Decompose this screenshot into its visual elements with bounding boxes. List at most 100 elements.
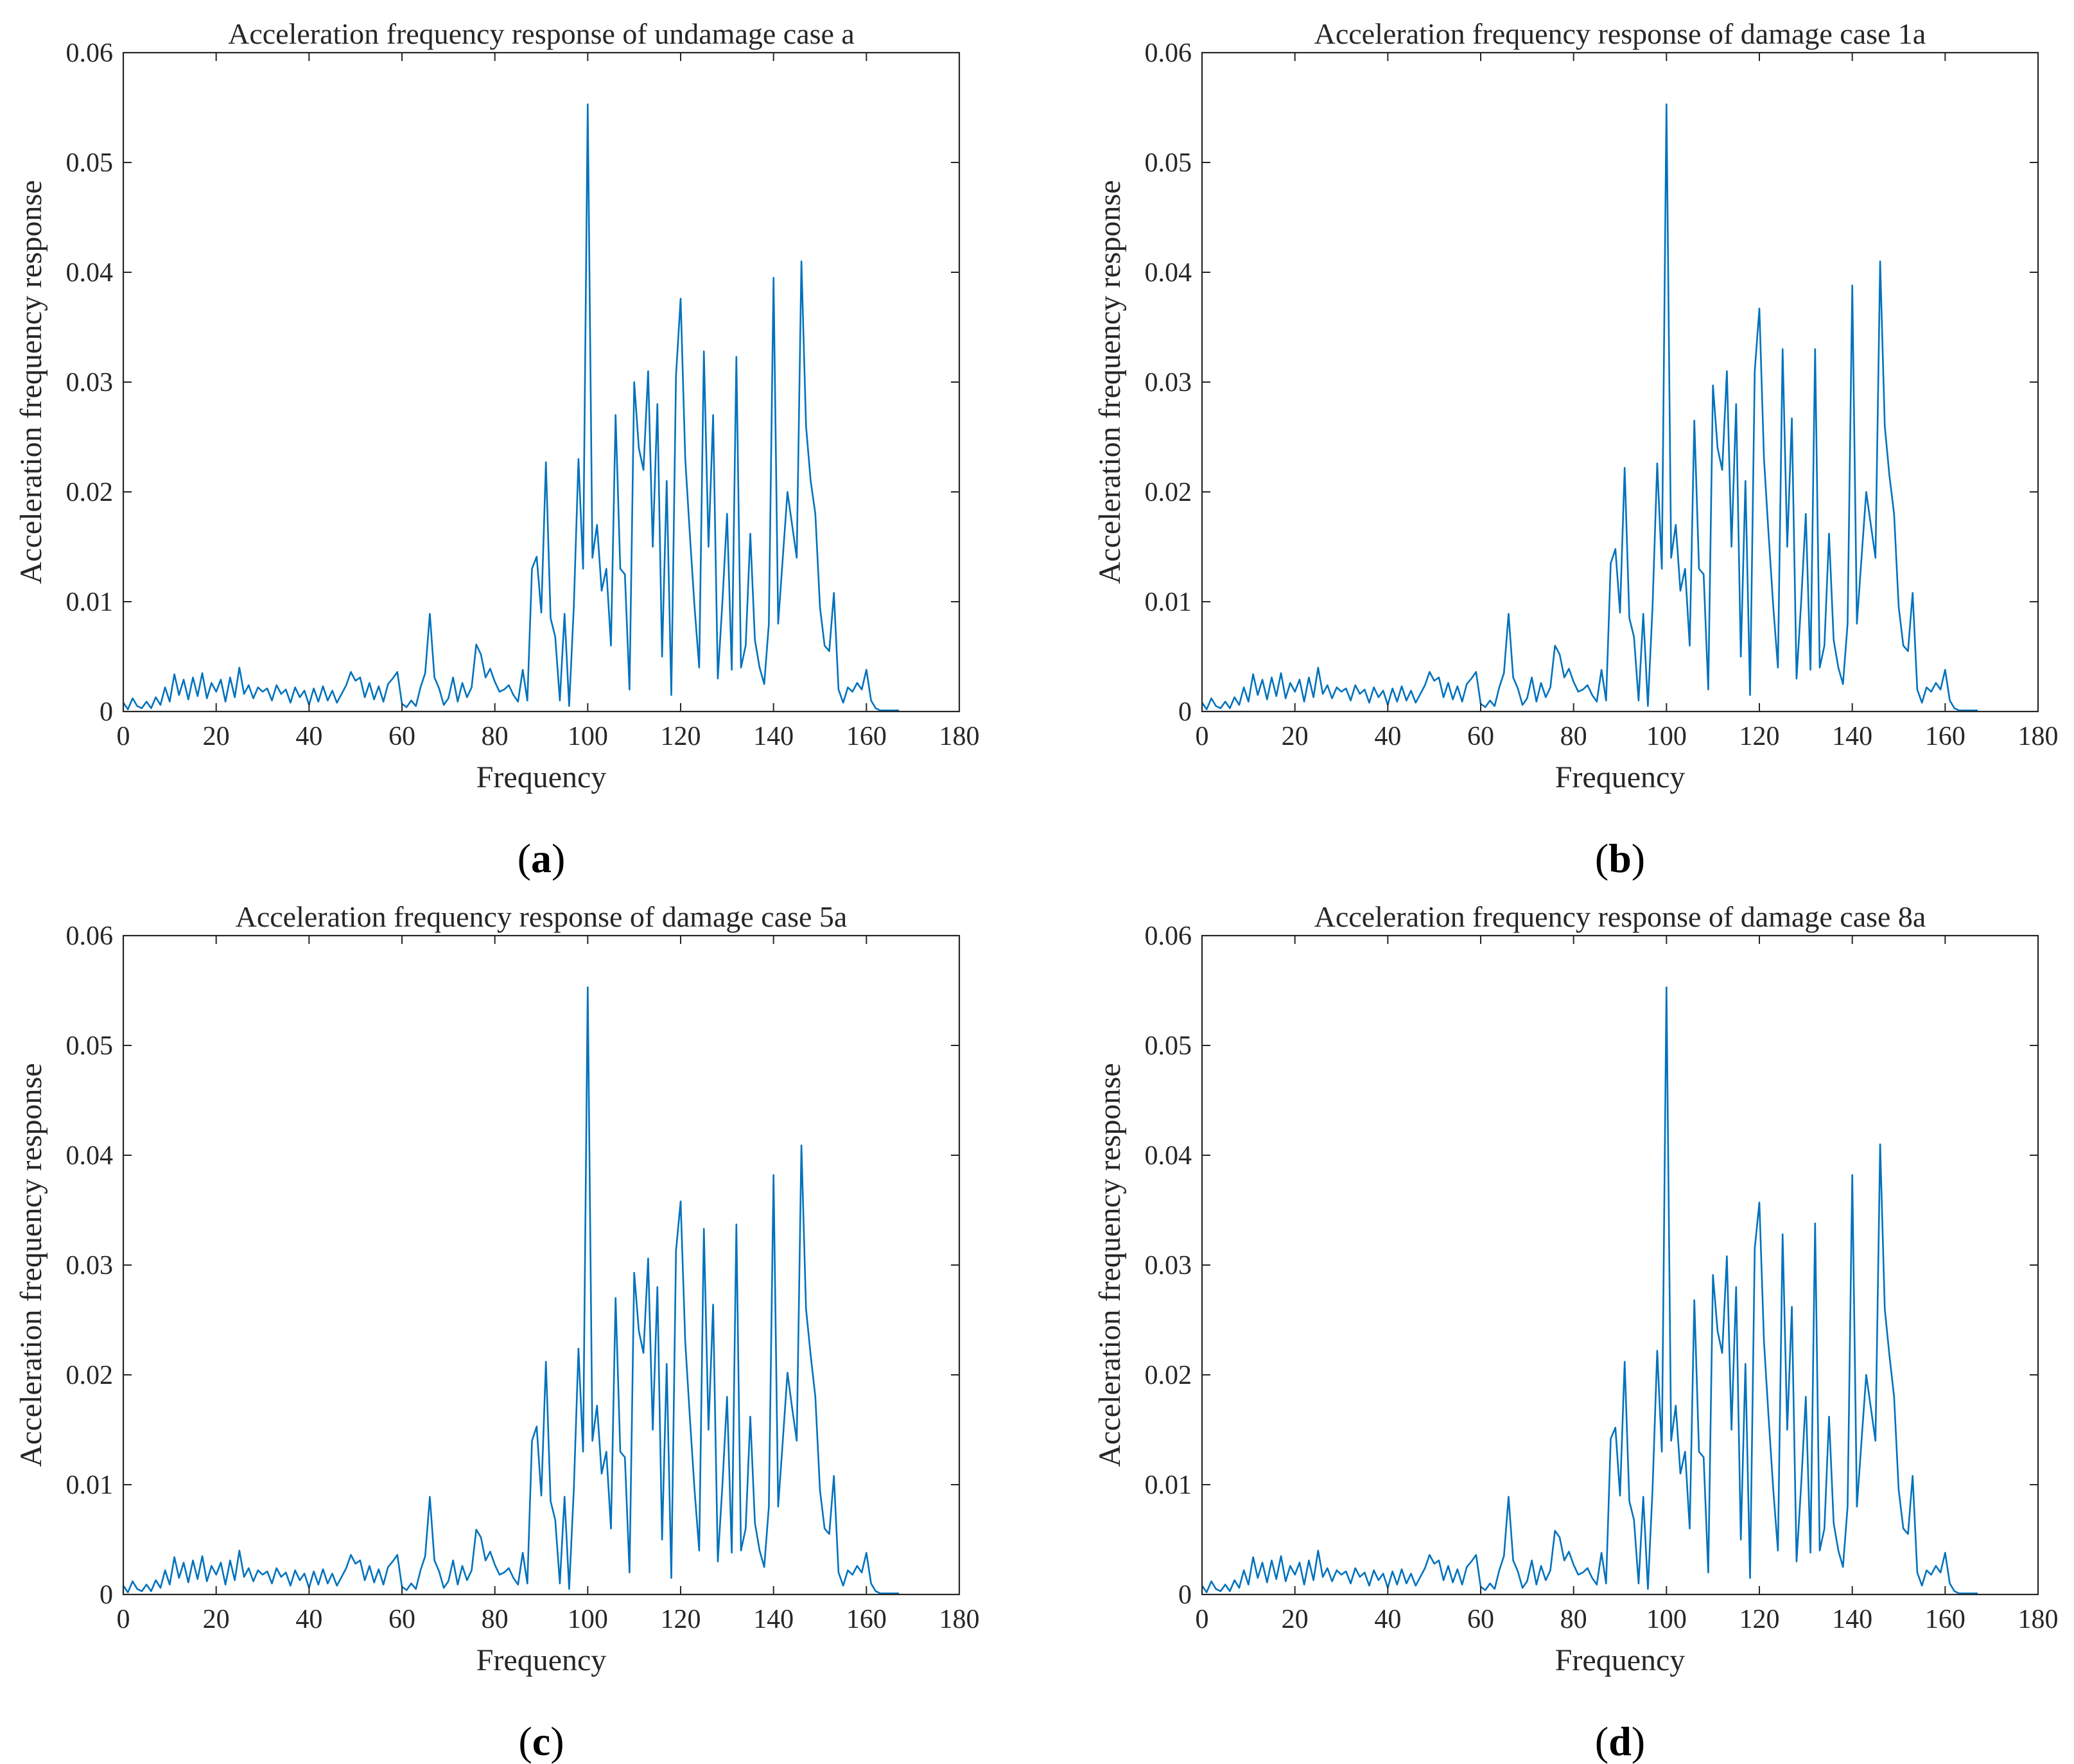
panel-label: (a) bbox=[518, 835, 566, 881]
x-tick-label: 120 bbox=[661, 722, 701, 751]
chart-title: Acceleration frequency response of damag… bbox=[236, 900, 848, 933]
chart-title: Acceleration frequency response of damag… bbox=[1314, 17, 1926, 50]
x-tick-label: 180 bbox=[939, 1605, 980, 1634]
y-tick-label: 0 bbox=[1178, 1580, 1192, 1610]
x-tick-label: 40 bbox=[1374, 1605, 1401, 1634]
x-tick-label: 100 bbox=[1646, 1605, 1687, 1634]
panel-label-open: ( bbox=[518, 835, 531, 881]
y-tick-label: 0.04 bbox=[66, 1141, 114, 1171]
x-tick-label: 80 bbox=[1560, 1605, 1587, 1634]
x-tick-label: 100 bbox=[1646, 722, 1687, 751]
x-tick-label: 140 bbox=[753, 1605, 794, 1634]
panel-label-letter: a bbox=[531, 835, 552, 881]
y-tick-label: 0.01 bbox=[1145, 1471, 1192, 1500]
x-tick-label: 160 bbox=[846, 722, 887, 751]
panel-label-letter: b bbox=[1608, 835, 1632, 881]
x-tick-label: 80 bbox=[482, 1605, 509, 1634]
x-tick-label: 140 bbox=[1832, 1605, 1872, 1634]
y-tick-label: 0.03 bbox=[66, 368, 114, 397]
x-tick-label: 160 bbox=[1925, 722, 1965, 751]
chart-panel-d: 0 20 40 60 80 100 120 140 160 180 0 0.01 0.02 0.03 0.0… bbox=[1093, 900, 2059, 1764]
panel-label: (b) bbox=[1595, 835, 1645, 881]
panel-label-letter: d bbox=[1608, 1718, 1632, 1764]
x-tick-label: 0 bbox=[1196, 1605, 1209, 1634]
x-tick-label: 0 bbox=[117, 1605, 130, 1634]
chart-title: Acceleration frequency response of undam… bbox=[228, 17, 855, 50]
y-tick-label: 0.05 bbox=[66, 148, 114, 178]
y-tick-label: 0.03 bbox=[1145, 1251, 1192, 1280]
y-tick-label: 0 bbox=[1178, 697, 1192, 727]
y-axis-label: Acceleration frequency response bbox=[14, 180, 48, 584]
x-tick-label: 120 bbox=[1739, 722, 1780, 751]
y-tick-label: 0.01 bbox=[66, 1471, 114, 1500]
y-tick-label: 0.03 bbox=[1145, 368, 1192, 397]
x-tick-label: 0 bbox=[1196, 722, 1209, 751]
chart-panel-b: 0 20 40 60 80 100 120 140 160 180 0 0.01 0.02 0.03 0.0… bbox=[1093, 17, 2059, 881]
y-tick-label: 0.06 bbox=[66, 39, 114, 68]
x-tick-label: 100 bbox=[568, 722, 608, 751]
x-tick-label: 140 bbox=[1832, 722, 1872, 751]
panel-label-close: ) bbox=[550, 1718, 564, 1764]
x-axis-label: Frequency bbox=[476, 1643, 607, 1677]
y-axis-label: Acceleration frequency response bbox=[1093, 180, 1127, 584]
y-tick-label: 0 bbox=[100, 1580, 113, 1610]
panel-label-open: ( bbox=[1595, 1718, 1608, 1764]
x-tick-label: 60 bbox=[388, 1605, 415, 1634]
panel-label: (d) bbox=[1595, 1718, 1645, 1764]
y-tick-label: 0.02 bbox=[1145, 1361, 1192, 1390]
x-tick-label: 0 bbox=[117, 722, 130, 751]
y-tick-label: 0.04 bbox=[66, 258, 114, 288]
y-tick-label: 0.05 bbox=[1145, 1031, 1192, 1061]
y-tick-label: 0.06 bbox=[1145, 921, 1192, 951]
x-tick-label: 180 bbox=[939, 722, 980, 751]
panel-label-open: ( bbox=[518, 1718, 532, 1764]
x-tick-label: 40 bbox=[1374, 722, 1401, 751]
x-tick-label: 160 bbox=[846, 1605, 887, 1634]
x-tick-label: 80 bbox=[482, 722, 509, 751]
x-tick-label: 120 bbox=[1739, 1605, 1780, 1634]
y-tick-label: 0.05 bbox=[1145, 148, 1192, 178]
y-axis-label: Acceleration frequency response bbox=[14, 1063, 48, 1467]
x-tick-label: 100 bbox=[568, 1605, 608, 1634]
panel-label-close: ) bbox=[1632, 835, 1645, 881]
series-line bbox=[123, 103, 899, 712]
x-tick-label: 60 bbox=[1467, 1605, 1494, 1634]
y-tick-label: 0.05 bbox=[66, 1031, 114, 1061]
x-axis-label: Frequency bbox=[1555, 1643, 1686, 1677]
panel-label-close: ) bbox=[552, 835, 565, 881]
series-line bbox=[123, 986, 899, 1594]
x-tick-label: 20 bbox=[1282, 1605, 1309, 1634]
y-tick-label: 0.01 bbox=[1145, 588, 1192, 617]
chart-panel-c: 0 20 40 60 80 100 120 140 160 180 0 0.01 0.02 0.03 0.0… bbox=[14, 900, 980, 1764]
x-tick-label: 140 bbox=[753, 722, 794, 751]
x-tick-label: 160 bbox=[1925, 1605, 1965, 1634]
y-tick-label: 0.02 bbox=[66, 1361, 114, 1390]
y-tick-label: 0.02 bbox=[1145, 478, 1192, 507]
panel-label-open: ( bbox=[1595, 835, 1608, 881]
y-tick-label: 0.01 bbox=[66, 588, 114, 617]
y-tick-label: 0.04 bbox=[1145, 258, 1192, 288]
x-tick-label: 180 bbox=[2018, 722, 2059, 751]
y-tick-label: 0.02 bbox=[66, 478, 114, 507]
x-tick-label: 80 bbox=[1560, 722, 1587, 751]
x-tick-label: 120 bbox=[661, 1605, 701, 1634]
x-tick-label: 40 bbox=[295, 1605, 322, 1634]
y-axis-label: Acceleration frequency response bbox=[1093, 1063, 1127, 1467]
series-line bbox=[1202, 103, 1978, 712]
x-axis-label: Frequency bbox=[1555, 760, 1686, 794]
chart-title: Acceleration frequency response of damag… bbox=[1314, 900, 1926, 933]
y-tick-label: 0.04 bbox=[1145, 1141, 1192, 1171]
x-tick-label: 20 bbox=[203, 1605, 230, 1634]
panel-label-close: ) bbox=[1632, 1718, 1645, 1764]
x-tick-label: 180 bbox=[2018, 1605, 2059, 1634]
x-axis-label: Frequency bbox=[476, 760, 607, 794]
chart-panel-a: 0 20 40 60 80 100 120 140 160 180 0 0.01 0.02 0.03 0.0… bbox=[14, 17, 980, 881]
panel-label-letter: c bbox=[532, 1718, 550, 1764]
x-tick-label: 40 bbox=[295, 722, 322, 751]
y-tick-label: 0 bbox=[100, 697, 113, 727]
series-line bbox=[1202, 986, 1978, 1594]
x-tick-label: 20 bbox=[1282, 722, 1309, 751]
y-tick-label: 0.06 bbox=[1145, 39, 1192, 68]
panel-label: (c) bbox=[518, 1718, 564, 1764]
y-tick-label: 0.06 bbox=[66, 921, 114, 951]
